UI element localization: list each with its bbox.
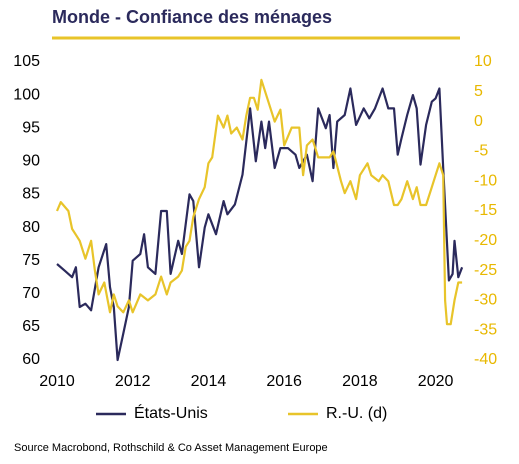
y-tick-label: 105 [13,53,40,70]
y2-tick-label: -10 [474,172,497,189]
y2-tick-label: -40 [474,351,497,368]
x-tick-label: 2018 [342,373,378,390]
y2-tick-label: 5 [474,83,483,100]
y-tick-label: 90 [22,153,40,170]
y-tick-label: 95 [22,119,40,136]
y2-tick-label: 10 [474,53,492,70]
y2-tick-label: 0 [474,113,483,130]
y-tick-label: 80 [22,219,40,236]
y-tick-label: 70 [22,285,40,302]
legend-label: États-Unis [134,403,208,422]
y-tick-label: 85 [22,186,40,203]
source: Source Macrobond, Rothschild & Co Asset … [14,442,328,454]
y2-tick-label: -25 [474,262,497,279]
legend-label: R.-U. (d) [326,405,387,422]
y-tick-label: 100 [13,86,40,103]
x-tick-label: 2020 [418,373,454,390]
y2-tick-label: -5 [474,143,488,160]
y-tick-label: 75 [22,252,40,269]
x-tick-label: 2012 [115,373,151,390]
x-tick-label: 2014 [191,373,227,390]
y2-tick-label: -30 [474,292,497,309]
y2-tick-label: -20 [474,232,497,249]
chart-title: Monde - Confiance des ménages [52,7,332,27]
series-line [56,87,464,362]
y2-tick-label: -15 [474,202,497,219]
x-tick-label: 2010 [39,373,75,390]
y-tick-label: 60 [22,351,40,368]
series-line [55,78,463,326]
y2-tick-label: -35 [474,321,497,338]
y-tick-label: 65 [22,318,40,335]
x-tick-label: 2016 [266,373,302,390]
